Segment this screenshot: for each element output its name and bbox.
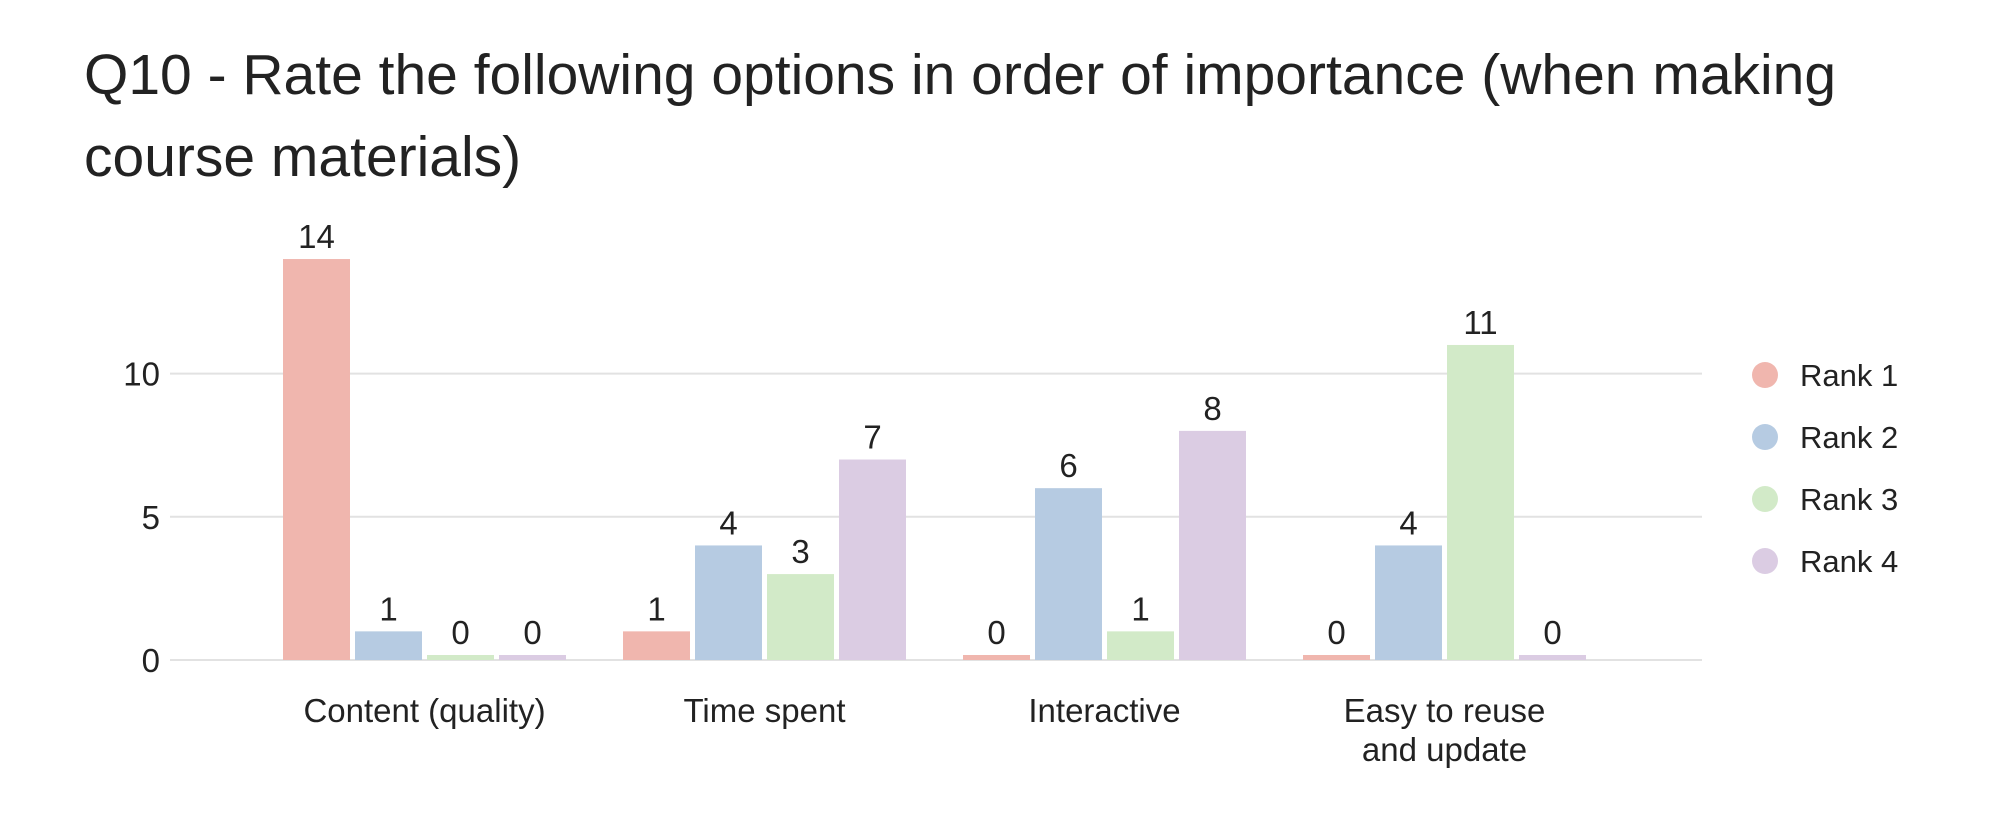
data-label: 4	[719, 504, 737, 541]
data-label: 4	[1399, 504, 1417, 541]
legend-label: Rank 2	[1800, 420, 1898, 455]
bar	[427, 655, 494, 660]
data-label: 0	[523, 614, 541, 651]
data-label: 14	[298, 218, 335, 255]
bar	[963, 655, 1030, 660]
bar	[839, 459, 906, 660]
bar	[767, 574, 834, 660]
bar	[1519, 655, 1586, 660]
data-label: 0	[1543, 614, 1561, 651]
bar	[499, 655, 566, 660]
bar	[1447, 344, 1514, 660]
legend-marker	[1752, 548, 1778, 574]
data-label: 6	[1059, 447, 1077, 484]
x-tick-label: Easy to reuse	[1344, 692, 1546, 729]
legend-label: Rank 3	[1800, 482, 1898, 517]
x-tick-label: Interactive	[1028, 692, 1180, 729]
bar	[1035, 488, 1102, 660]
y-tick-label: 5	[142, 499, 160, 536]
bar	[1303, 655, 1370, 660]
data-label: 0	[987, 614, 1005, 651]
legend-marker	[1752, 362, 1778, 388]
bar	[355, 631, 422, 660]
data-label: 8	[1203, 390, 1221, 427]
x-tick-label: and update	[1362, 731, 1527, 768]
data-label: 1	[647, 590, 665, 627]
bar	[623, 631, 690, 660]
legend-label: Rank 4	[1800, 544, 1898, 579]
data-label: 11	[1463, 304, 1497, 341]
legend-label: Rank 1	[1800, 358, 1898, 393]
legend-marker	[1752, 486, 1778, 512]
data-label: 0	[1327, 614, 1345, 651]
chart-title: Q10 - Rate the following options in orde…	[84, 43, 1837, 189]
bar	[283, 259, 350, 660]
y-tick-label: 10	[123, 356, 160, 393]
legend-marker	[1752, 424, 1778, 450]
data-label: 7	[863, 419, 881, 456]
x-tick-label: Time spent	[683, 692, 845, 729]
bar	[1107, 631, 1174, 660]
data-label: 0	[451, 614, 469, 651]
bar	[1375, 545, 1442, 660]
y-tick-label: 0	[142, 642, 160, 679]
x-tick-label: Content (quality)	[303, 692, 545, 729]
data-label: 1	[379, 590, 397, 627]
bar	[1179, 430, 1246, 660]
data-label: 1	[1131, 590, 1149, 627]
data-label: 3	[791, 533, 809, 570]
bar	[695, 545, 762, 660]
